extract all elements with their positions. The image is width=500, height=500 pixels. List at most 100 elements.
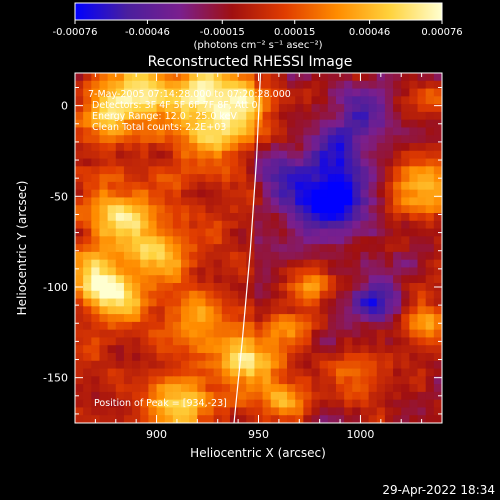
heatmap-cell [205, 321, 215, 331]
heatmap-cell [278, 283, 288, 292]
heatmap-cell [352, 283, 362, 292]
heatmap-cell [303, 111, 313, 121]
heatmap-cell [83, 376, 92, 385]
heatmap-cell [140, 399, 149, 409]
heatmap-cell [83, 290, 92, 300]
heatmap-cell [344, 143, 353, 152]
heatmap-cell [262, 353, 272, 362]
heatmap-cell [213, 329, 223, 339]
heatmap-cell [246, 111, 256, 121]
heatmap-cell [75, 127, 84, 136]
heatmap-cell [75, 391, 84, 401]
heatmap-cell [393, 150, 402, 160]
heatmap-cell [270, 360, 280, 370]
heatmap-cell [107, 158, 117, 167]
heatmap-cell [360, 228, 370, 237]
heatmap-cell [433, 337, 442, 346]
heatmap-cell [376, 306, 386, 315]
heatmap-cell [189, 407, 198, 416]
heatmap-cell [115, 337, 125, 346]
heatmap-cell [384, 73, 394, 82]
heatmap-cell [270, 251, 280, 261]
heatmap-cell [409, 314, 419, 323]
heatmap-cell [433, 104, 442, 113]
heatmap-cell [197, 205, 207, 214]
heatmap-cell [229, 135, 239, 144]
heatmap-cell [156, 228, 166, 237]
heatmap-cell [254, 127, 264, 136]
heatmap-cell [409, 166, 419, 175]
heatmap-cell [278, 236, 288, 245]
heatmap-cell [254, 267, 264, 276]
heatmap-cell [319, 143, 329, 152]
heatmap-cell [311, 220, 321, 230]
heatmap-cell [148, 251, 158, 261]
heatmap-cell [393, 96, 402, 105]
heatmap-cell [319, 353, 329, 362]
heatmap-cell [311, 306, 321, 315]
heatmap-cell [287, 236, 296, 245]
heatmap-cell [197, 306, 207, 315]
heatmap-cell [132, 376, 141, 385]
heatmap-cell [140, 213, 149, 222]
heatmap-cell [238, 353, 247, 362]
heatmap-cell [246, 360, 256, 370]
heatmap-cell [335, 251, 345, 261]
heatmap-cell [417, 88, 427, 97]
heatmap-cell [213, 158, 223, 167]
heatmap-cell [311, 337, 321, 346]
heatmap-cell [303, 197, 313, 206]
heatmap-cell [401, 244, 410, 253]
heatmap-cell [311, 80, 321, 90]
heatmap-cell [156, 73, 166, 82]
heatmap-cell [425, 80, 435, 90]
heatmap-cell [172, 228, 182, 237]
heatmap-cell [425, 314, 435, 323]
heatmap-cell [221, 314, 231, 323]
heatmap-cell [360, 158, 370, 167]
heatmap-cell [344, 73, 353, 82]
heatmap-cell [376, 111, 386, 121]
heatmap-cell [181, 345, 190, 354]
heatmap-cell [319, 368, 329, 377]
heatmap-cell [433, 220, 442, 230]
heatmap-cell [319, 306, 329, 315]
heatmap-cell [327, 73, 337, 82]
heatmap-cell [433, 306, 442, 315]
heatmap-cell [238, 174, 247, 183]
heatmap-cell [213, 104, 223, 113]
heatmap-cell [278, 166, 288, 175]
heatmap-cell [368, 213, 378, 222]
heatmap-cell [409, 104, 419, 113]
heatmap-cell [107, 135, 117, 144]
heatmap-cell [295, 111, 304, 121]
heatmap-cell [409, 143, 419, 152]
heatmap-cell [270, 275, 280, 284]
heatmap-cell [205, 143, 215, 152]
heatmap-cell [262, 150, 272, 160]
heatmap-cell [311, 236, 321, 245]
heatmap-cell [303, 150, 313, 160]
heatmap-cell [91, 244, 101, 253]
heatmap-cell [278, 306, 288, 315]
heatmap-cell [164, 73, 174, 82]
heatmap-cell [107, 337, 117, 346]
heatmap-cell [360, 275, 370, 284]
heatmap-cell [238, 298, 247, 307]
heatmap-cell [156, 376, 166, 385]
heatmap-cell [83, 174, 92, 183]
heatmap-cell [270, 384, 280, 393]
heatmap-cell [409, 220, 419, 230]
heatmap-cell [311, 150, 321, 160]
heatmap-cell [164, 298, 174, 307]
heatmap-cell [213, 353, 223, 362]
heatmap-cell [360, 104, 370, 113]
heatmap-cell [335, 158, 345, 167]
heatmap-cell [278, 150, 288, 160]
heatmap-cell [401, 119, 410, 129]
heatmap-cell [360, 399, 370, 409]
heatmap-cell [270, 88, 280, 97]
heatmap-cell [278, 251, 288, 261]
heatmap-cell [148, 104, 158, 113]
heatmap-cell [197, 290, 207, 300]
